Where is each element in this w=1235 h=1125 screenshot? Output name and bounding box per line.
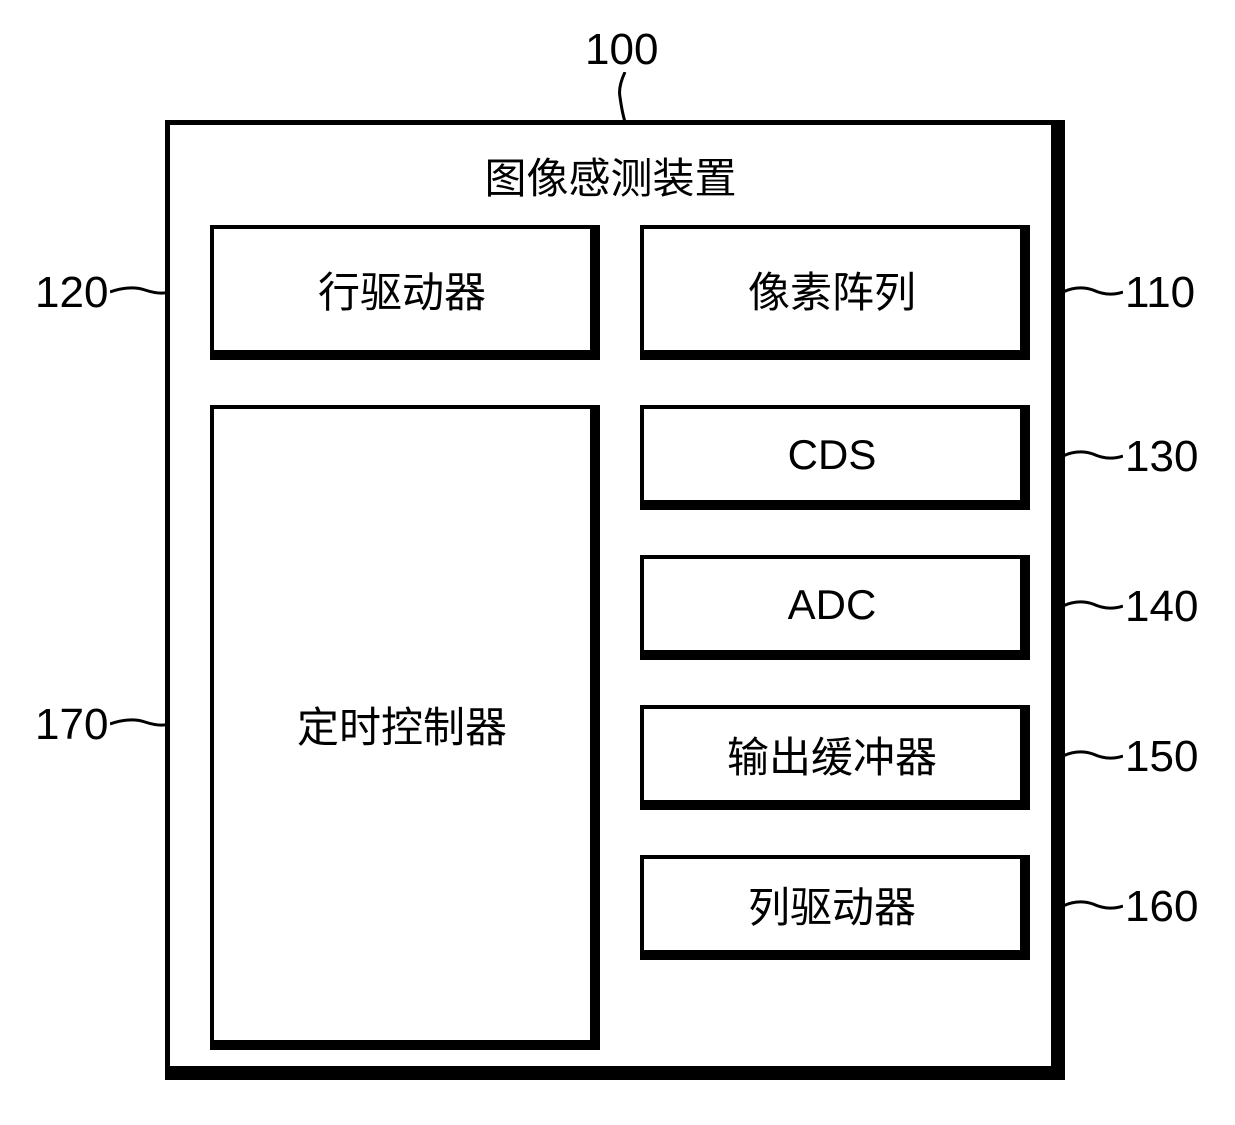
block-column-driver-text: 列驱动器 [748,874,916,935]
block-adc-text: ADC [788,581,877,629]
label-160: 160 [1125,882,1198,932]
main-box: 图像感测装置 行驱动器 像素阵列 定时控制器 CDS ADC 输出缓冲器 列驱动… [165,120,1065,1080]
connector-120 [110,275,170,310]
block-row-driver: 行驱动器 [210,225,600,360]
block-pixel-array-text: 像素阵列 [748,259,916,320]
connector-top-100 [610,72,640,122]
block-column-driver: 列驱动器 [640,855,1030,960]
connector-110 [1063,275,1123,310]
main-title: 图像感测装置 [170,145,1051,206]
block-output-buffer-text: 输出缓冲器 [727,724,937,785]
connector-130 [1063,439,1123,474]
label-170: 170 [35,700,108,750]
connector-170 [110,707,170,742]
label-120: 120 [35,268,108,318]
connector-140 [1063,589,1123,624]
block-diagram: 100 图像感测装置 行驱动器 像素阵列 定时控制器 CDS ADC 输出缓冲 [165,120,1065,1080]
main-label-100: 100 [585,25,658,75]
connector-160 [1063,889,1123,924]
label-130: 130 [1125,432,1198,482]
label-140: 140 [1125,582,1198,632]
label-150: 150 [1125,732,1198,782]
connector-150 [1063,739,1123,774]
block-timing-controller: 定时控制器 [210,405,600,1050]
label-110: 110 [1125,268,1195,318]
block-cds-text: CDS [788,431,877,479]
block-output-buffer: 输出缓冲器 [640,705,1030,810]
block-timing-text: 定时控制器 [297,694,507,755]
block-row-driver-text: 行驱动器 [318,259,486,320]
block-pixel-array: 像素阵列 [640,225,1030,360]
block-adc: ADC [640,555,1030,660]
block-cds: CDS [640,405,1030,510]
